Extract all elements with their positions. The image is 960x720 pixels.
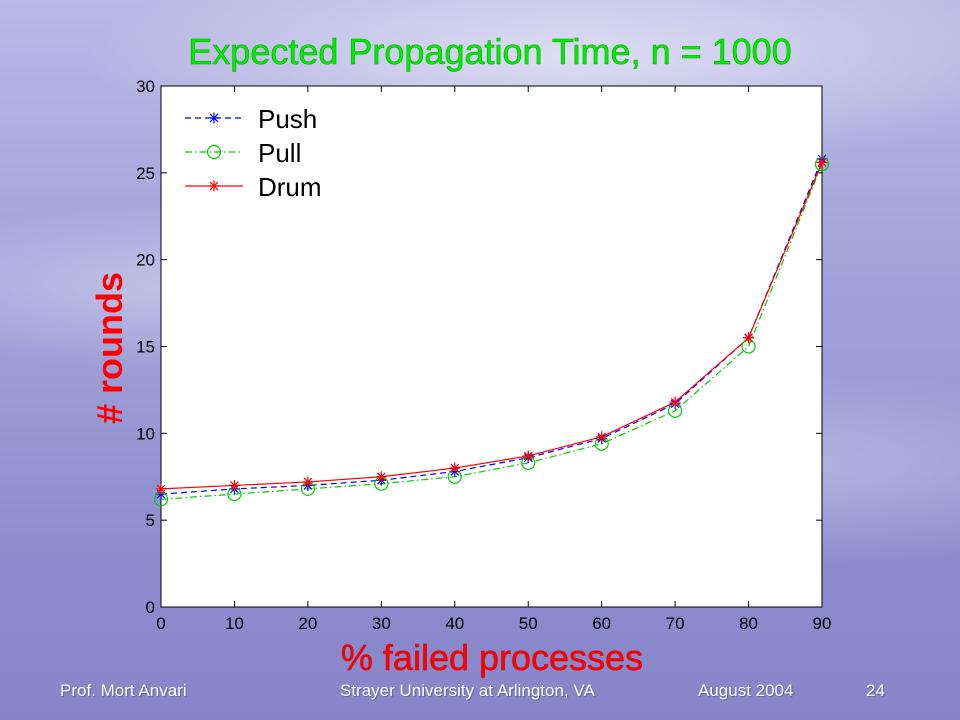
- y-tick-label: 30: [136, 77, 155, 96]
- x-tick-label: 90: [813, 614, 832, 633]
- x-tick-label: 30: [372, 614, 391, 633]
- legend-marker-pull: [206, 144, 222, 160]
- y-tick-label: 10: [136, 424, 155, 443]
- x-tick-label: 50: [519, 614, 538, 633]
- series-lines: [160, 158, 823, 500]
- data-point-drum: [302, 476, 314, 488]
- x-tick-label: 40: [445, 614, 464, 633]
- y-tick-label: 5: [146, 511, 155, 530]
- legend: Push Pull Drum: [185, 104, 322, 202]
- y-axis-label: # rounds: [89, 272, 130, 424]
- y-tick-label: 25: [136, 164, 155, 183]
- axes: 0 10 20 30 40 50 60 70 80 90 0 5 10 15 20 25 30: [136, 77, 831, 633]
- data-point-drum: [155, 483, 167, 495]
- legend-label-push: Push: [258, 104, 317, 134]
- data-point-drum: [375, 471, 387, 483]
- legend-label-drum: Drum: [258, 172, 322, 202]
- footer-institution: Strayer University at Arlington, VA: [340, 681, 595, 700]
- data-point-drum: [449, 462, 461, 474]
- footer-page-number: 24: [866, 681, 885, 700]
- x-tick-label: 0: [156, 614, 165, 633]
- footer-author: Prof. Mort Anvari: [60, 681, 187, 700]
- y-tick-label: 0: [146, 598, 155, 617]
- data-point-drum: [743, 332, 755, 344]
- legend-marker-drum: [208, 180, 220, 192]
- series-line-push: [160, 158, 823, 495]
- chart-title: Expected Propagation Time, n = 1000: [188, 31, 791, 72]
- x-tick-label: 20: [298, 614, 317, 633]
- data-point-drum: [816, 156, 828, 168]
- legend-label-pull: Pull: [258, 138, 301, 168]
- footer-date: August 2004: [698, 681, 794, 700]
- data-point-drum: [596, 431, 608, 443]
- data-point-drum: [228, 479, 240, 491]
- y-tick-label: 20: [136, 251, 155, 270]
- series-line-drum: [160, 162, 823, 490]
- x-tick-label: 10: [225, 614, 244, 633]
- x-axis-label: % failed processes: [341, 637, 643, 678]
- legend-marker-push: [208, 112, 220, 124]
- x-tick-label: 70: [666, 614, 685, 633]
- x-tick-label: 80: [739, 614, 758, 633]
- data-point-drum: [522, 450, 534, 462]
- y-tick-label: 15: [136, 338, 155, 357]
- data-point-drum: [669, 396, 681, 408]
- x-tick-label: 60: [592, 614, 611, 633]
- series-markers: [153, 153, 830, 507]
- plot-area: [160, 85, 823, 608]
